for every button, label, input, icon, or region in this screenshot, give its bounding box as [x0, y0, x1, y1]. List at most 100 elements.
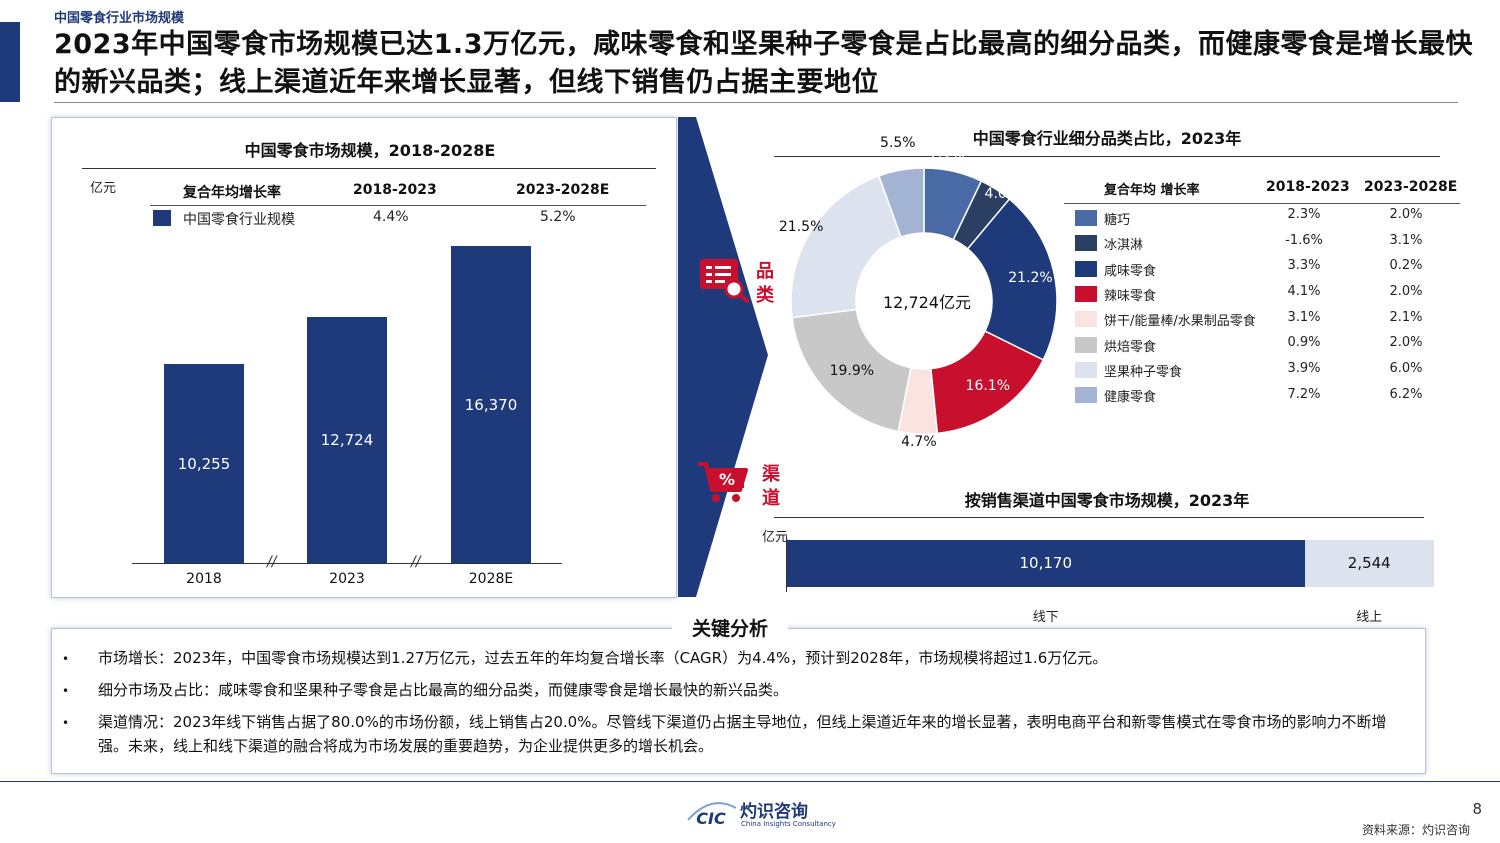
channel-value-label: 10,170: [1019, 554, 1073, 572]
market-size-title-rule: [82, 168, 656, 169]
segment-cagr-2018-2023: 3.9%: [1287, 360, 1321, 376]
segment-cagr-2018-2023: 0.9%: [1287, 335, 1321, 351]
svg-text:CIC: CIC: [696, 809, 726, 828]
logo-name: 灼识咨询: [740, 802, 808, 822]
accent-bar: [0, 22, 20, 102]
legend-swatch: [1075, 387, 1097, 404]
series-name: 中国零食行业规模: [183, 212, 295, 228]
x-axis: [132, 563, 562, 564]
channel-title-rule: [774, 517, 1424, 518]
donut-slice: [791, 308, 912, 433]
donut-slice: [966, 197, 1058, 361]
svg-text:%: %: [719, 470, 735, 489]
legend-label: 冰淇淋: [1104, 238, 1144, 254]
channel-unit: 亿元: [762, 530, 789, 545]
bullet-dot-3: •: [62, 716, 70, 730]
footer-rule: [0, 781, 1500, 782]
legend-swatch: [1075, 285, 1097, 302]
cagr-header: 复合年均增长率: [183, 185, 281, 201]
shopping-cart-icon: %: [698, 462, 748, 502]
donut-slice-label: 5.5%: [880, 135, 916, 152]
bar-2018: [164, 364, 244, 563]
bar-2028E: [451, 246, 531, 563]
segment-share-title: 中国零食行业细分品类占比，2023年: [972, 129, 1242, 148]
channel-category-label: 线下: [1032, 610, 1059, 625]
donut-slice-label: 21.2%: [1008, 270, 1053, 287]
search-list-icon: [700, 259, 749, 303]
market-size-title: 中国零食市场规模，2018-2028E: [244, 141, 496, 160]
segment-cagr-2023-2028e: 2.1%: [1389, 309, 1423, 325]
donut-slice-label: 19.9%: [829, 363, 875, 380]
channel-value-label: 2,544: [1347, 554, 1391, 572]
donut-slice-label: 16.1%: [965, 377, 1011, 394]
bar-value-label: 10,255: [177, 454, 231, 473]
x-tick-label: 2023: [329, 571, 365, 587]
segment-cagr-2018-2023: -1.6%: [1285, 232, 1323, 248]
segment-period-2: 2023-2028E: [1364, 179, 1458, 195]
donut-center-label: 12,724亿元: [883, 293, 971, 312]
legend-label: 健康零食: [1104, 390, 1157, 406]
segment-cagr-2018-2023: 7.2%: [1287, 386, 1321, 402]
segment-cagr-2023-2028e: 2.0%: [1389, 283, 1423, 299]
bar-2023: [307, 316, 387, 563]
legend-label: 饼干/能量棒/水果制品零食: [1104, 314, 1256, 330]
segment-period-1: 2018-2023: [1266, 179, 1350, 195]
donut-slice-label: 7.1%: [929, 146, 965, 163]
segment-cagr-2023-2028e: 2.0%: [1389, 207, 1423, 222]
segment-cagr-2023-2028e: 6.0%: [1389, 360, 1423, 376]
cagr-value-2: 5.2%: [540, 209, 576, 225]
legend-label: 烘焙零食: [1104, 339, 1157, 355]
legend-label: 坚果种子零食: [1104, 364, 1183, 380]
segment-cagr-2018-2023: 4.1%: [1287, 283, 1321, 299]
cagr-period-2: 2023-2028E: [516, 182, 610, 198]
segment-cagr-2018-2023: 3.1%: [1287, 309, 1321, 325]
analysis-bullet-3: 渠道情况：2023年线下销售占据了80.0%的市场份额，线上销售占20.0%。尽…: [98, 713, 1387, 755]
series-swatch: [153, 210, 171, 226]
bullet-dot-2: •: [62, 684, 70, 698]
page-title: 2023年中国零食市场规模已达1.3万亿元，咸味零食和坚果种子零食是占比最高的细…: [54, 29, 1473, 98]
donut-slice-label: 4.0%: [984, 186, 1021, 203]
cagr-table-rule: [150, 205, 646, 206]
section-tag: 中国零食行业市场规模: [54, 11, 185, 26]
x-tick-label: 2018: [186, 571, 222, 587]
channel-bar-offline: [787, 540, 1305, 587]
source-note: 资料来源：灼识咨询: [1362, 823, 1471, 837]
axis-break-2: //: [411, 554, 421, 570]
analysis-title: 关键分析: [672, 614, 788, 641]
segment-cagr-2018-2023: 3.3%: [1287, 258, 1321, 274]
axis-break-1: //: [267, 554, 277, 570]
channel-axis: [786, 536, 787, 592]
bullet-dot-1: •: [62, 652, 70, 666]
segment-cagr-2023-2028e: 3.1%: [1389, 232, 1423, 248]
analysis-bullet-2: 细分市场及占比：咸味零食和坚果种子零食是占比最高的细分品类，而健康零食是增长最快…: [98, 681, 789, 699]
legend-swatch: [1075, 336, 1097, 353]
segment-cagr-header: 复合年均 增长率: [1104, 183, 1200, 198]
expand-arrow: [678, 117, 768, 597]
segment-cagr-2023-2028e: 6.2%: [1389, 386, 1423, 402]
legend-label: 糖巧: [1104, 213, 1131, 228]
segment-table-rule: [1064, 203, 1460, 204]
market-size-unit: 亿元: [90, 181, 117, 196]
channel-label: 渠道: [762, 464, 780, 509]
segment-donut: [790, 167, 1058, 435]
segment-title-rule: [774, 156, 1440, 157]
segment-cagr-2018-2023: 2.3%: [1287, 207, 1321, 222]
donut-slice-label: 21.5%: [778, 219, 824, 236]
channel-bar-online: [1304, 540, 1434, 587]
logo-subtitle: China Insights Consultancy: [741, 820, 836, 828]
cic-logo: CIC: [687, 802, 737, 828]
legend-swatch: [1075, 210, 1097, 226]
segment-cagr-2023-2028e: 0.2%: [1389, 258, 1423, 274]
channel-category-label: 线上: [1356, 610, 1383, 625]
category-label: 品类: [756, 261, 774, 306]
legend-label: 咸味零食: [1104, 263, 1157, 279]
page-number: 8: [1472, 800, 1482, 818]
analysis-bullet-1: 市场增长：2023年，中国零食市场规模达到1.27万亿元，过去五年的年均复合增长…: [98, 649, 1108, 667]
header-divider: [54, 102, 1458, 103]
legend-swatch: [1075, 361, 1097, 378]
donut-slice-label: 4.7%: [901, 434, 937, 451]
legend-swatch: [1075, 235, 1097, 252]
donut-slice: [790, 174, 902, 319]
legend-swatch: [1075, 260, 1097, 277]
legend-label: 辣味零食: [1104, 288, 1157, 304]
